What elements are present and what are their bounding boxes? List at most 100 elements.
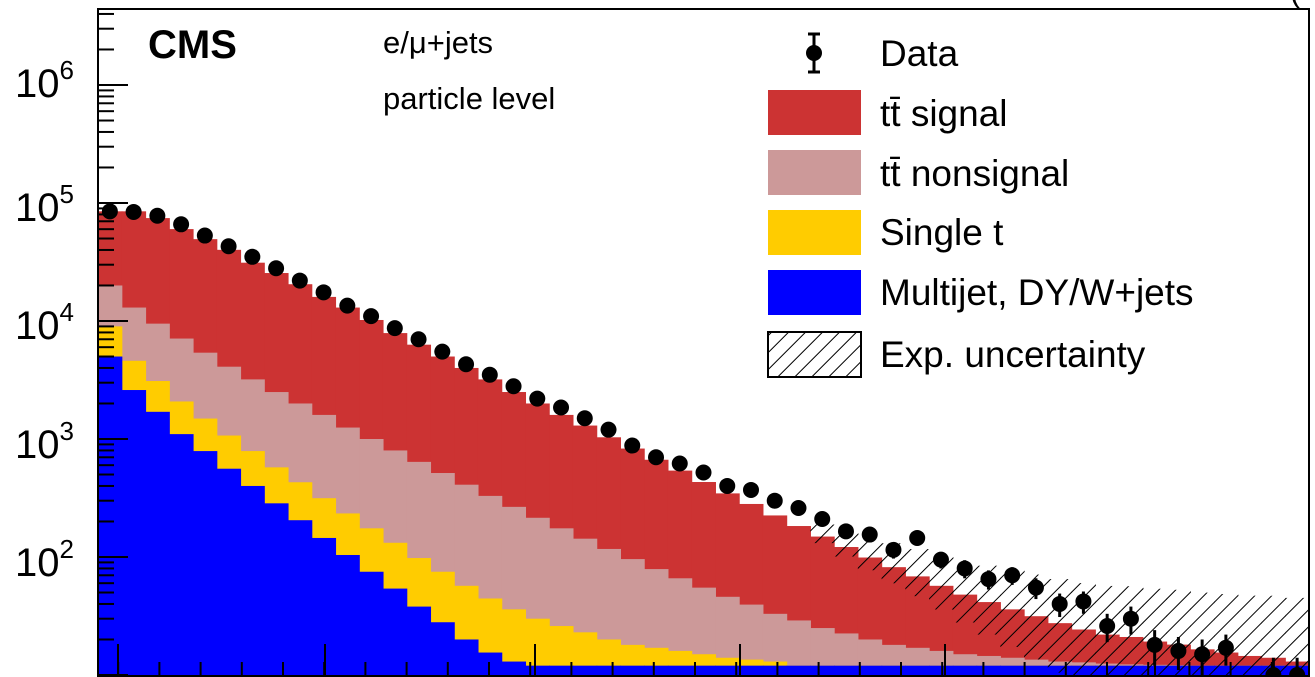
data-point-18 bbox=[529, 390, 546, 407]
data-point-41 bbox=[1075, 593, 1092, 610]
data-point-15 bbox=[458, 356, 475, 373]
ytick-label-1e5: 105 bbox=[15, 179, 74, 230]
bar-multijet-dy-w-jets-23 bbox=[644, 665, 669, 676]
data-point-33 bbox=[885, 541, 902, 558]
bar-multijet-dy-w-jets-6 bbox=[240, 485, 265, 676]
uncertainty-bin-48 bbox=[1237, 595, 1263, 676]
data-point-8 bbox=[291, 272, 308, 289]
legend-swatch-ttbar-signal bbox=[768, 90, 861, 135]
data-point-38 bbox=[1004, 567, 1021, 584]
legend-label-ttbar-nonsignal: tt̄ nonsignal bbox=[880, 153, 1069, 194]
data-point-30 bbox=[814, 510, 831, 527]
uncertainty-bin-30 bbox=[810, 524, 835, 544]
legend-data-marker bbox=[806, 45, 822, 61]
data-point-47 bbox=[1217, 639, 1234, 656]
data-point-4 bbox=[196, 227, 213, 244]
data-point-17 bbox=[505, 378, 522, 395]
data-point-10 bbox=[339, 297, 356, 314]
bar-multijet-dy-w-jets-20 bbox=[572, 665, 598, 676]
data-point-19 bbox=[553, 399, 570, 416]
legend-label-data: Data bbox=[880, 33, 959, 74]
bar-multijet-dy-w-jets-33 bbox=[881, 665, 906, 676]
uncertainty-bin-32 bbox=[857, 537, 883, 571]
legend-entry-data: Data bbox=[806, 32, 959, 74]
uncertainty-bin-34 bbox=[905, 549, 930, 597]
data-point-5 bbox=[220, 238, 237, 255]
bar-multijet-dy-w-jets-7 bbox=[264, 503, 289, 676]
data-point-42 bbox=[1099, 618, 1116, 635]
bar-multijet-dy-w-jets-32 bbox=[857, 665, 883, 676]
data-point-29 bbox=[790, 500, 807, 517]
bar-multijet-dy-w-jets-25 bbox=[691, 665, 716, 676]
bar-multijet-dy-w-jets-1 bbox=[121, 390, 147, 676]
legend: Data tt̄ signal tt̄ nonsignal Single t M… bbox=[767, 32, 1194, 378]
bar-multijet-dy-w-jets-24 bbox=[667, 665, 693, 676]
legend-label-single-t: Single t bbox=[880, 212, 1004, 253]
bar-multijet-dy-w-jets-37 bbox=[976, 665, 1001, 676]
bar-multijet-dy-w-jets-14 bbox=[430, 622, 455, 676]
ytick-label-1e6: 106 bbox=[15, 55, 74, 106]
data-point-1 bbox=[125, 203, 142, 220]
bar-multijet-dy-w-jets-16 bbox=[477, 652, 503, 676]
bar-multijet-dy-w-jets-9 bbox=[311, 537, 337, 676]
data-point-6 bbox=[244, 248, 261, 265]
bar-multijet-dy-w-jets-17 bbox=[501, 661, 527, 676]
data-point-23 bbox=[648, 449, 665, 466]
bar-multijet-dy-w-jets-26 bbox=[715, 665, 740, 676]
level-label: particle level bbox=[383, 81, 555, 116]
bar-multijet-dy-w-jets-13 bbox=[406, 606, 432, 676]
legend-entry-ttbar-signal: tt̄ signal bbox=[768, 90, 1008, 135]
data-point-24 bbox=[671, 455, 688, 472]
bar-multijet-dy-w-jets-21 bbox=[596, 665, 621, 676]
data-point-35 bbox=[932, 551, 949, 568]
bar-multijet-dy-w-jets-2 bbox=[145, 411, 170, 676]
data-point-26 bbox=[719, 477, 736, 494]
bar-multijet-dy-w-jets-0 bbox=[98, 356, 123, 676]
data-point-2 bbox=[149, 207, 166, 224]
ytick-label-1e4: 104 bbox=[15, 297, 74, 348]
data-point-25 bbox=[695, 464, 712, 481]
ytick-label-1e3: 103 bbox=[15, 416, 74, 467]
legend-entry-multijet: Multijet, DY/W+jets bbox=[768, 270, 1194, 315]
bar-multijet-dy-w-jets-19 bbox=[549, 665, 574, 676]
data-point-50 bbox=[1289, 667, 1306, 677]
legend-swatch-exp-uncertainty bbox=[767, 331, 862, 378]
bar-multijet-dy-w-jets-34 bbox=[905, 665, 930, 676]
cms-label: CMS bbox=[148, 23, 237, 67]
axis-ticks bbox=[98, 12, 1273, 676]
data-point-16 bbox=[481, 366, 498, 383]
legend-label-multijet: Multijet, DY/W+jets bbox=[880, 272, 1194, 313]
data-point-9 bbox=[315, 284, 332, 301]
legend-label-exp-uncertainty: Exp. uncertainty bbox=[880, 334, 1146, 375]
data-point-39 bbox=[1027, 579, 1044, 596]
bar-multijet-dy-w-jets-8 bbox=[287, 520, 313, 676]
top-right-fragment: ( bbox=[1290, 0, 1301, 9]
bar-multijet-dy-w-jets-18 bbox=[525, 665, 550, 676]
legend-entry-exp-uncertainty: Exp. uncertainty bbox=[767, 331, 1146, 378]
bar-multijet-dy-w-jets-10 bbox=[335, 554, 360, 676]
legend-entry-ttbar-nonsignal: tt̄ nonsignal bbox=[768, 150, 1069, 195]
data-point-49 bbox=[1265, 667, 1282, 677]
bar-multijet-dy-w-jets-29 bbox=[786, 665, 811, 676]
data-point-12 bbox=[386, 320, 403, 337]
data-point-43 bbox=[1122, 610, 1139, 627]
bar-multijet-dy-w-jets-30 bbox=[810, 665, 835, 676]
legend-swatch-ttbar-nonsignal bbox=[768, 150, 861, 195]
bar-multijet-dy-w-jets-39 bbox=[1024, 665, 1049, 676]
data-point-11 bbox=[363, 308, 380, 325]
legend-label-ttbar-signal: tt̄ signal bbox=[880, 93, 1008, 134]
legend-swatch-single-t bbox=[768, 210, 861, 255]
data-point-22 bbox=[624, 437, 641, 454]
data-point-46 bbox=[1194, 646, 1211, 663]
data-point-20 bbox=[576, 410, 593, 427]
data-point-28 bbox=[766, 492, 783, 509]
bar-multijet-dy-w-jets-12 bbox=[382, 588, 408, 676]
bar-multijet-dy-w-jets-3 bbox=[169, 434, 194, 676]
bar-multijet-dy-w-jets-27 bbox=[739, 665, 764, 676]
data-point-32 bbox=[861, 526, 878, 543]
bar-multijet-dy-w-jets-5 bbox=[216, 468, 242, 676]
data-point-34 bbox=[909, 529, 926, 546]
data-point-14 bbox=[434, 343, 451, 360]
bar-multijet-dy-w-jets-36 bbox=[952, 665, 978, 676]
